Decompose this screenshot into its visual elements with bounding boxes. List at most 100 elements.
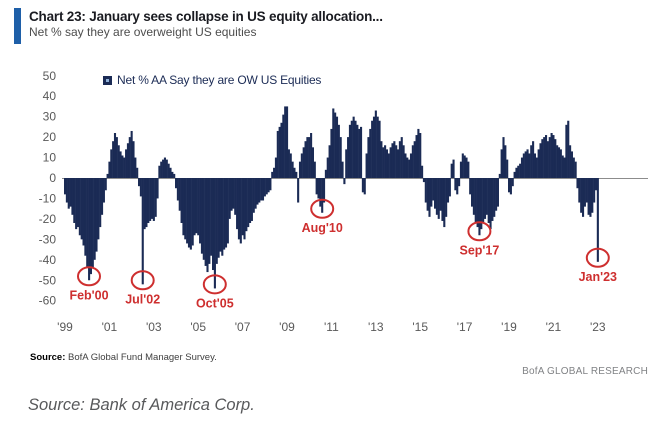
bar (71, 178, 74, 215)
bar (126, 143, 129, 179)
bar (154, 178, 157, 217)
bar (409, 153, 413, 178)
bar (112, 141, 115, 178)
bar (519, 163, 522, 178)
bar (204, 178, 207, 266)
bar (480, 178, 483, 230)
bar (508, 178, 511, 193)
bar (86, 178, 89, 268)
bar (117, 145, 120, 178)
bar (376, 116, 379, 178)
bar (389, 147, 392, 178)
bar (210, 178, 213, 256)
bar (319, 178, 322, 207)
bar (271, 171, 274, 178)
bar (461, 153, 464, 178)
bar (509, 178, 512, 195)
trough-label: Aug'10 (302, 221, 343, 235)
x-tick-label: '19 (501, 320, 517, 334)
y-tick-label: 20 (43, 130, 57, 144)
source-label: Source: (30, 352, 66, 363)
annotations: Feb'00 Jul'02 Oct'05 Aug'10 Sep'17 Jan'23 (69, 198, 617, 310)
bar (217, 178, 220, 258)
x-tick-label: '11 (324, 320, 339, 334)
bar (432, 178, 435, 201)
bar (533, 153, 536, 178)
bar (156, 178, 159, 199)
trough-circle-icon (202, 274, 227, 295)
bar (200, 178, 203, 254)
bar (69, 178, 72, 207)
bar (552, 135, 555, 179)
bar (230, 178, 233, 211)
bar (173, 173, 176, 178)
bar (587, 178, 590, 215)
bar (88, 178, 91, 281)
bar (594, 178, 598, 191)
bar (378, 120, 381, 178)
bar (448, 178, 451, 197)
bar (212, 178, 215, 271)
legend-swatch-icon (103, 75, 112, 85)
bar (593, 178, 596, 203)
bar (261, 178, 265, 201)
bar (189, 178, 192, 250)
bar (286, 106, 289, 178)
bar (152, 178, 155, 221)
bar (361, 178, 364, 193)
bar (543, 137, 546, 178)
bar (313, 161, 316, 178)
bar (576, 178, 579, 189)
bar (474, 178, 477, 223)
bar (463, 155, 466, 178)
chart-header: Chart 23: January sees collapse in US eq… (14, 8, 383, 44)
bar (221, 178, 224, 256)
bar (574, 161, 577, 178)
bar (548, 137, 551, 178)
y-axis-labels: 50 40 30 20 10 0 -10 -20 -30 -40 -50 -60 (39, 69, 57, 308)
bar (526, 149, 529, 178)
bar (578, 178, 581, 203)
bar (439, 178, 442, 211)
bar (343, 178, 346, 185)
bar (397, 149, 400, 178)
bar (250, 178, 253, 221)
bar (545, 135, 548, 179)
trough-label: Jan'23 (579, 270, 617, 284)
bar (583, 178, 586, 207)
bar (491, 178, 494, 221)
bar (158, 165, 161, 178)
bar (347, 137, 350, 178)
bar (280, 122, 283, 178)
bar (467, 161, 470, 178)
bar (483, 178, 487, 219)
bar (102, 178, 105, 203)
bar (149, 178, 152, 221)
bar (591, 178, 594, 213)
bar (101, 178, 104, 215)
bar (582, 178, 585, 217)
bar (162, 159, 165, 178)
bar (504, 145, 507, 178)
trough-circle-icon (585, 247, 610, 268)
bar (385, 149, 388, 178)
trough-label: Sep'17 (459, 243, 499, 257)
bar (391, 143, 394, 179)
bar (345, 149, 348, 178)
bar (215, 178, 218, 264)
x-tick-label: '09 (279, 320, 295, 334)
bar (415, 135, 418, 179)
bar (517, 165, 520, 178)
bar (128, 137, 131, 178)
y-tick-label: 30 (43, 110, 57, 124)
bar (315, 178, 318, 195)
source-line: Source: BofA Global Fund Manager Survey. (30, 352, 217, 363)
bar (95, 178, 98, 252)
bar (535, 157, 538, 178)
bar (260, 178, 263, 201)
bar (443, 178, 446, 228)
bar (302, 147, 305, 178)
bar (256, 178, 259, 205)
bar (520, 157, 524, 178)
bar (97, 178, 100, 240)
